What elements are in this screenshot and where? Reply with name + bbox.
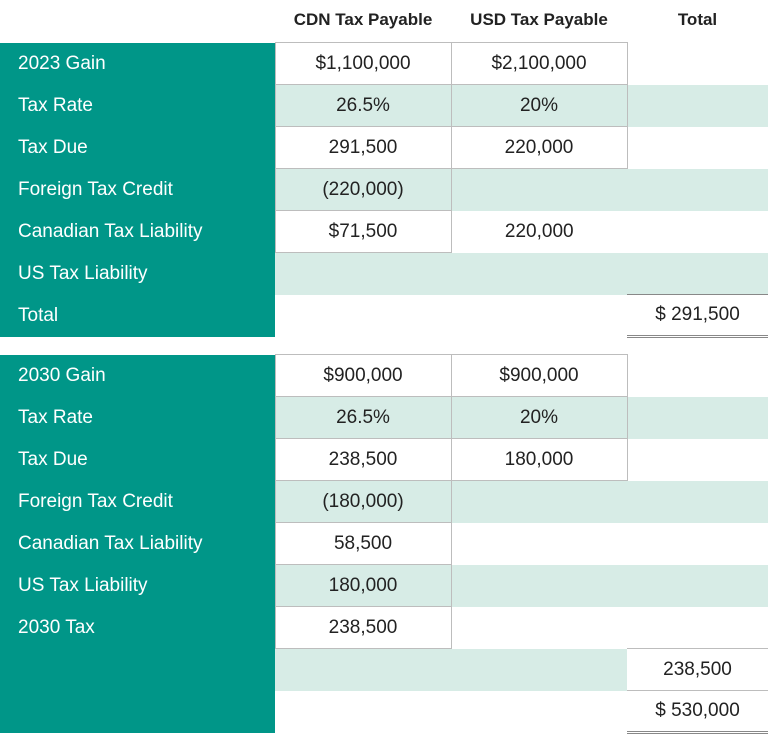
cell-total [627, 397, 768, 439]
row-label: Foreign Tax Credit [0, 481, 275, 523]
cell-cdn: 26.5% [275, 397, 451, 439]
cell-cdn: $900,000 [275, 355, 451, 397]
header-usd: USD Tax Payable [451, 0, 627, 43]
table-row: US Tax Liability [0, 253, 768, 295]
cell-usd [451, 649, 627, 691]
cell-cdn: 180,000 [275, 565, 451, 607]
table-row: 238,500 [0, 649, 768, 691]
header-total: Total [627, 0, 768, 43]
header-cdn: CDN Tax Payable [275, 0, 451, 43]
cell-total: $ 291,500 [627, 295, 768, 337]
row-label: Tax Rate [0, 397, 275, 439]
table-row: 2023 Gain $1,100,000 $2,100,000 [0, 43, 768, 85]
row-label: Canadian Tax Liability [0, 523, 275, 565]
table-row: Tax Rate 26.5% 20% [0, 397, 768, 439]
cell-total: 238,500 [627, 649, 768, 691]
cell-usd: 220,000 [451, 211, 627, 253]
row-label: 2030 Gain [0, 355, 275, 397]
row-label: US Tax Liability [0, 565, 275, 607]
table-row: US Tax Liability 180,000 [0, 565, 768, 607]
cell-total: $ 530,000 [627, 691, 768, 733]
cell-usd: 20% [451, 397, 627, 439]
cell-cdn: 58,500 [275, 523, 451, 565]
cell-total [627, 253, 768, 295]
table-row: Tax Due 238,500 180,000 [0, 439, 768, 481]
cell-usd [451, 691, 627, 733]
cell-cdn [275, 649, 451, 691]
cell-total [627, 169, 768, 211]
header-row: CDN Tax Payable USD Tax Payable Total [0, 0, 768, 43]
cell-cdn: $71,500 [275, 211, 451, 253]
table-row: Canadian Tax Liability $71,500 220,000 [0, 211, 768, 253]
cell-cdn: (180,000) [275, 481, 451, 523]
cell-usd [451, 169, 627, 211]
cell-cdn: 238,500 [275, 439, 451, 481]
cell-cdn [275, 691, 451, 733]
row-label: 2030 Tax [0, 607, 275, 649]
cell-usd [451, 565, 627, 607]
table-row: Tax Due 291,500 220,000 [0, 127, 768, 169]
cell-cdn: (220,000) [275, 169, 451, 211]
cell-usd: $2,100,000 [451, 43, 627, 85]
row-label: Canadian Tax Liability [0, 211, 275, 253]
cell-usd: 180,000 [451, 439, 627, 481]
row-label: Tax Due [0, 439, 275, 481]
cell-usd: 20% [451, 85, 627, 127]
cell-total [627, 523, 768, 565]
row-label: Tax Rate [0, 85, 275, 127]
row-label: US Tax Liability [0, 253, 275, 295]
row-label [0, 649, 275, 691]
cell-usd [451, 607, 627, 649]
table-row: 2030 Tax 238,500 [0, 607, 768, 649]
header-blank [0, 0, 275, 43]
cell-usd: $900,000 [451, 355, 627, 397]
cell-usd [451, 523, 627, 565]
row-label [0, 691, 275, 733]
cell-total [627, 85, 768, 127]
cell-usd: 220,000 [451, 127, 627, 169]
cell-total [627, 607, 768, 649]
cell-total [627, 439, 768, 481]
tax-comparison-table: CDN Tax Payable USD Tax Payable Total 20… [0, 0, 768, 734]
cell-usd [451, 295, 627, 337]
table-row: Foreign Tax Credit (180,000) [0, 481, 768, 523]
cell-total [627, 43, 768, 85]
cell-usd [451, 253, 627, 295]
table-row: Tax Rate 26.5% 20% [0, 85, 768, 127]
section-gap [0, 337, 768, 355]
cell-cdn: 291,500 [275, 127, 451, 169]
table-row: $ 530,000 [0, 691, 768, 733]
cell-usd [451, 481, 627, 523]
cell-cdn [275, 295, 451, 337]
cell-cdn [275, 253, 451, 295]
cell-total [627, 211, 768, 253]
cell-total [627, 127, 768, 169]
table-row: Total $ 291,500 [0, 295, 768, 337]
table-row: 2030 Gain $900,000 $900,000 [0, 355, 768, 397]
row-label: 2023 Gain [0, 43, 275, 85]
cell-total [627, 355, 768, 397]
row-label: Total [0, 295, 275, 337]
row-label: Foreign Tax Credit [0, 169, 275, 211]
cell-cdn: 26.5% [275, 85, 451, 127]
cell-total [627, 565, 768, 607]
table-row: Canadian Tax Liability 58,500 [0, 523, 768, 565]
cell-cdn: $1,100,000 [275, 43, 451, 85]
cell-cdn: 238,500 [275, 607, 451, 649]
cell-total [627, 481, 768, 523]
row-label: Tax Due [0, 127, 275, 169]
table-row: Foreign Tax Credit (220,000) [0, 169, 768, 211]
